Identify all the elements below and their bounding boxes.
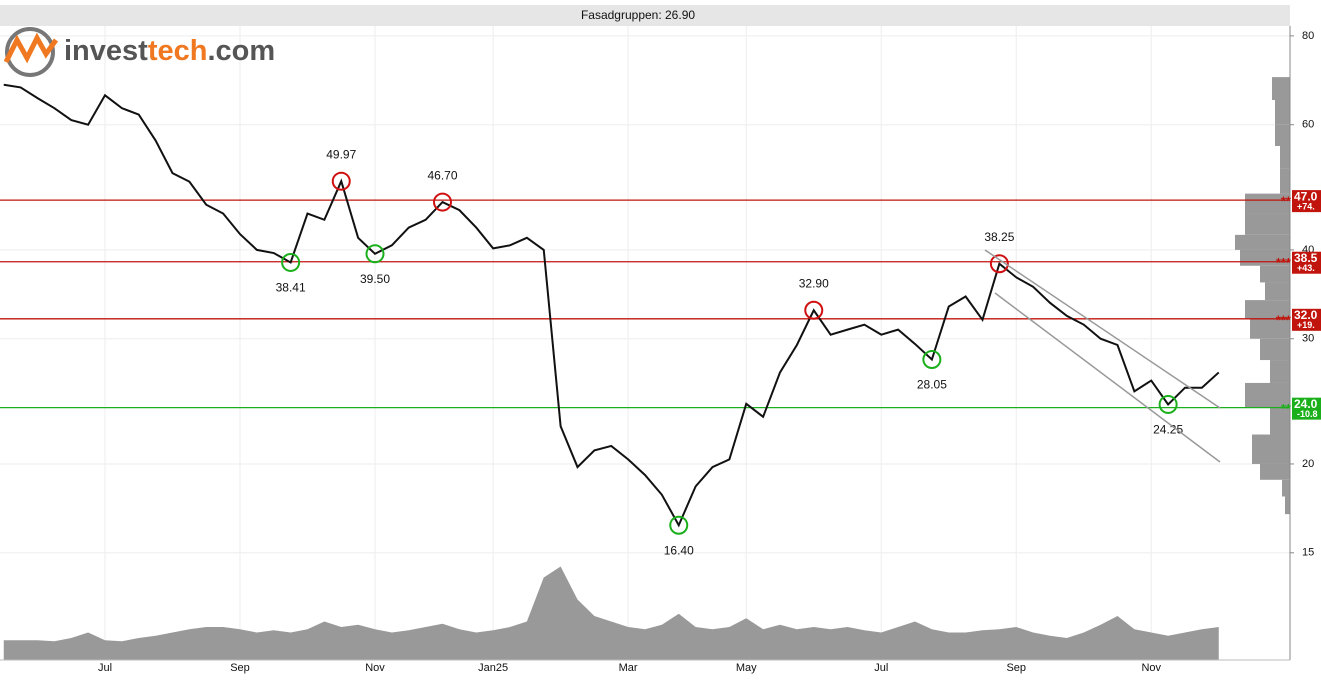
chart-title: Fasadgruppen: 26.90 <box>581 8 695 22</box>
level-stars: *** <box>1276 255 1292 270</box>
logo: investtech.com <box>3 27 275 77</box>
profile-bar <box>1265 282 1290 301</box>
profile-bar <box>1245 213 1290 235</box>
pivot-marker <box>989 254 1009 274</box>
level-stars: *** <box>1276 312 1292 327</box>
pivot-label: 39.50 <box>360 272 390 286</box>
level-label: 24.0 <box>1294 397 1318 411</box>
profile-bar <box>1270 360 1290 383</box>
trend-channel <box>994 292 1221 463</box>
pivot-marker <box>331 171 351 191</box>
x-tick-label: Jul <box>98 662 112 674</box>
pivot-marker <box>281 252 301 272</box>
price-line <box>3 83 1220 528</box>
profile-bar <box>1245 300 1290 319</box>
profile-bar <box>1245 193 1290 214</box>
volume-area <box>3 566 1219 660</box>
level-change: -10.8 <box>1297 409 1318 419</box>
profile-bar <box>1272 77 1290 100</box>
level-box <box>1292 251 1321 274</box>
level-stars: ** <box>1281 401 1292 416</box>
pivot-label: 46.70 <box>427 168 457 182</box>
logo-icon <box>3 32 59 64</box>
logo-part: tech <box>148 35 208 67</box>
profile-bar <box>1285 496 1290 515</box>
logo-icon <box>5 27 55 77</box>
title-bar <box>0 5 1290 26</box>
x-tick-label: Jul <box>874 662 888 674</box>
pivot-label: 49.97 <box>326 147 356 161</box>
logo-part: .com <box>207 35 275 67</box>
level-box <box>1292 308 1321 331</box>
level-label: 47.0 <box>1294 189 1318 203</box>
pivot-marker <box>1158 394 1178 414</box>
pivot-label: 38.25 <box>984 230 1014 244</box>
pivot-marker <box>433 192 452 212</box>
x-tick-label: Sep <box>1006 662 1026 674</box>
logo-text: investtech.com <box>64 35 275 67</box>
pivot-label: 28.05 <box>917 378 947 392</box>
x-tick-label: Mar <box>619 662 638 674</box>
profile-bar <box>1235 234 1290 250</box>
pivot-label: 24.25 <box>1153 423 1183 437</box>
level-stars: ** <box>1281 194 1292 209</box>
x-tick-label: May <box>736 662 757 674</box>
profile-bar <box>1280 146 1290 169</box>
pivot-label: 38.41 <box>276 281 306 295</box>
profile-bar <box>1250 318 1290 339</box>
y-tick-label: 30 <box>1302 333 1314 345</box>
y-tick-label: 60 <box>1302 119 1314 131</box>
profile-bar <box>1275 124 1290 147</box>
pivot-marker <box>922 350 942 370</box>
level-change: +19. <box>1297 320 1315 330</box>
x-tick-label: Nov <box>365 662 385 674</box>
profile-bar <box>1275 99 1290 125</box>
level-label: 38.5 <box>1294 251 1318 265</box>
trend-channel <box>984 249 1221 409</box>
profile-bar <box>1252 434 1290 464</box>
profile-bar <box>1260 265 1290 283</box>
y-tick-label: 20 <box>1302 458 1314 470</box>
plot-layer: 49.97 38.41 39.50 46.70 16.40 32.90 28.05 38.25… <box>0 26 1290 660</box>
x-tick-label: Jan25 <box>478 662 508 674</box>
level-label: 32.0 <box>1294 308 1318 322</box>
profile-bar <box>1270 407 1290 435</box>
profile-bar <box>1260 463 1290 480</box>
y-tick-label: 80 <box>1302 30 1314 42</box>
profile-bar <box>1260 338 1290 361</box>
x-tick-label: Nov <box>1141 662 1161 674</box>
pivot-marker <box>365 244 385 264</box>
level-box <box>1292 397 1321 420</box>
pivot-label: 32.90 <box>799 276 829 290</box>
logo-part: invest <box>64 35 148 67</box>
level-change: +43. <box>1297 263 1315 273</box>
y-tick-label: 15 <box>1302 547 1314 559</box>
x-tick-label: Sep <box>230 662 250 674</box>
pivot-label: 16.40 <box>664 543 694 557</box>
pivot-marker <box>669 515 689 535</box>
profile-bar <box>1245 382 1290 408</box>
pivot-marker <box>804 300 824 320</box>
level-change: +74. <box>1297 201 1315 211</box>
level-box <box>1292 190 1321 213</box>
profile-bar <box>1282 479 1290 497</box>
profile-bar <box>1280 168 1290 194</box>
